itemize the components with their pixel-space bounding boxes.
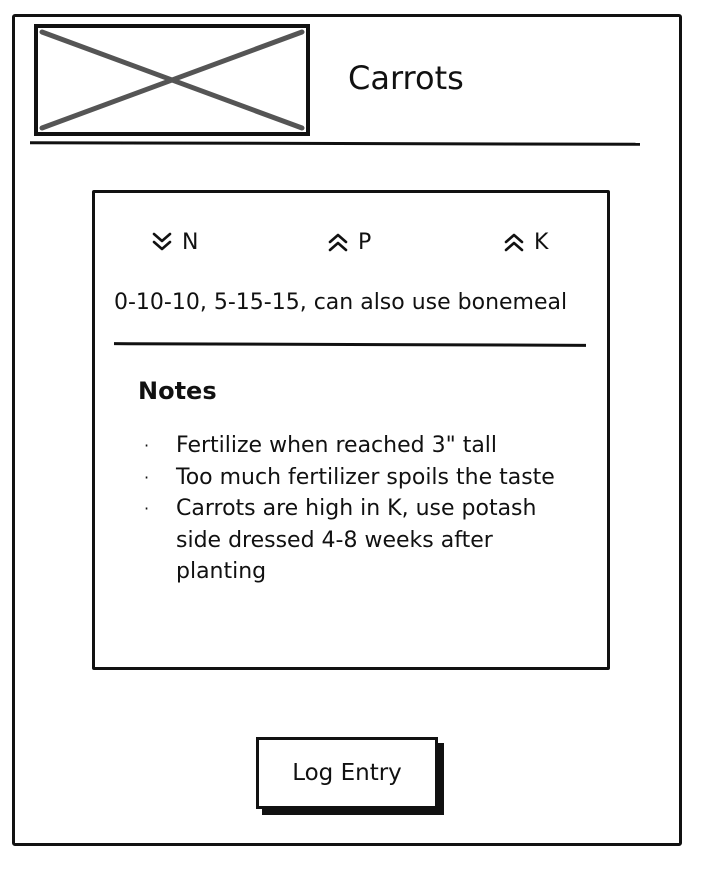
nutrient-label: P: [358, 229, 372, 255]
list-item: · Carrots are high in K, use potash side…: [144, 493, 584, 588]
fertilizer-card: [92, 190, 610, 670]
notes-heading: Notes: [138, 377, 217, 405]
bullet: ·: [144, 436, 150, 455]
list-item: · Fertilize when reached 3" tall: [144, 430, 584, 462]
note-text: Too much fertilizer spoils the taste: [176, 464, 555, 490]
nutrient-label: N: [182, 229, 199, 255]
double-chevron-up-icon: [328, 233, 348, 252]
page-frame: [12, 14, 682, 846]
fertilizer-ratios: 0-10-10, 5-15-15, can also use bonemeal: [114, 290, 568, 315]
image-placeholder-cross-icon: [39, 29, 305, 131]
nutrient-label: K: [534, 229, 549, 255]
bullet: ·: [144, 467, 150, 487]
image-placeholder: [34, 24, 310, 136]
double-chevron-down-icon: [152, 232, 172, 251]
nutrient-p-indicator: P: [326, 228, 371, 256]
nutrient-k-indicator: K: [502, 228, 548, 256]
bullet: ·: [144, 499, 150, 518]
notes-list: · Fertilize when reached 3" tall · Too m…: [144, 430, 584, 588]
log-entry-button[interactable]: Log Entry: [256, 737, 438, 809]
list-item: · Too much fertilizer spoils the taste: [144, 462, 584, 494]
double-chevron-up-icon: [504, 233, 524, 252]
note-text: Carrots are high in K, use potash side d…: [176, 496, 537, 584]
nutrient-n-indicator: N: [150, 228, 198, 256]
note-text: Fertilize when reached 3" tall: [176, 433, 498, 458]
page-title: Carrots: [348, 59, 464, 97]
